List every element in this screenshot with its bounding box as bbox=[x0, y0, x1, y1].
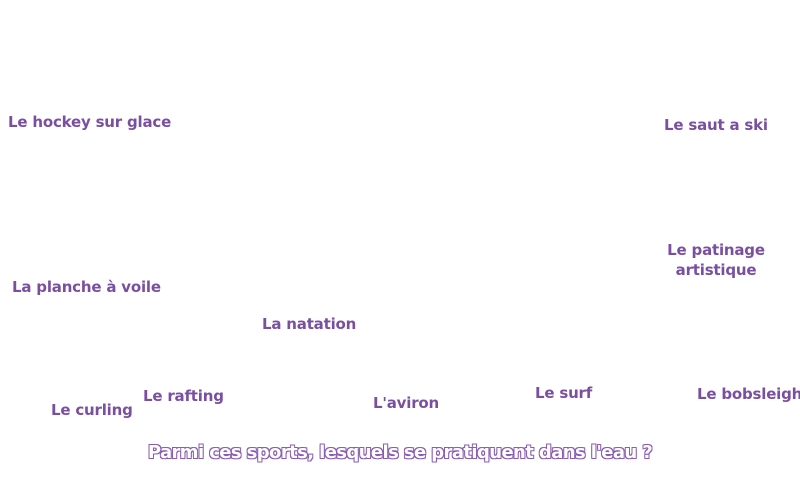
question-prompt: Parmi ces sports, lesquels se pratiquent… bbox=[147, 441, 653, 463]
choice-planche-a-voile[interactable]: La planche à voile bbox=[12, 278, 161, 296]
choice-bobsleigh[interactable]: Le bobsleigh bbox=[697, 385, 800, 403]
choice-curling[interactable]: Le curling bbox=[51, 401, 133, 419]
choice-rafting[interactable]: Le rafting bbox=[143, 387, 224, 405]
choice-surf[interactable]: Le surf bbox=[535, 384, 593, 402]
choice-hockey-sur-glace[interactable]: Le hockey sur glace bbox=[8, 113, 172, 131]
choice-aviron[interactable]: L'aviron bbox=[373, 394, 439, 412]
choice-saut-a-ski[interactable]: Le saut a ski bbox=[664, 116, 768, 134]
choice-patinage-artistique[interactable]: Le patinage artistique bbox=[667, 241, 765, 279]
choice-natation[interactable]: La natation bbox=[262, 315, 357, 333]
